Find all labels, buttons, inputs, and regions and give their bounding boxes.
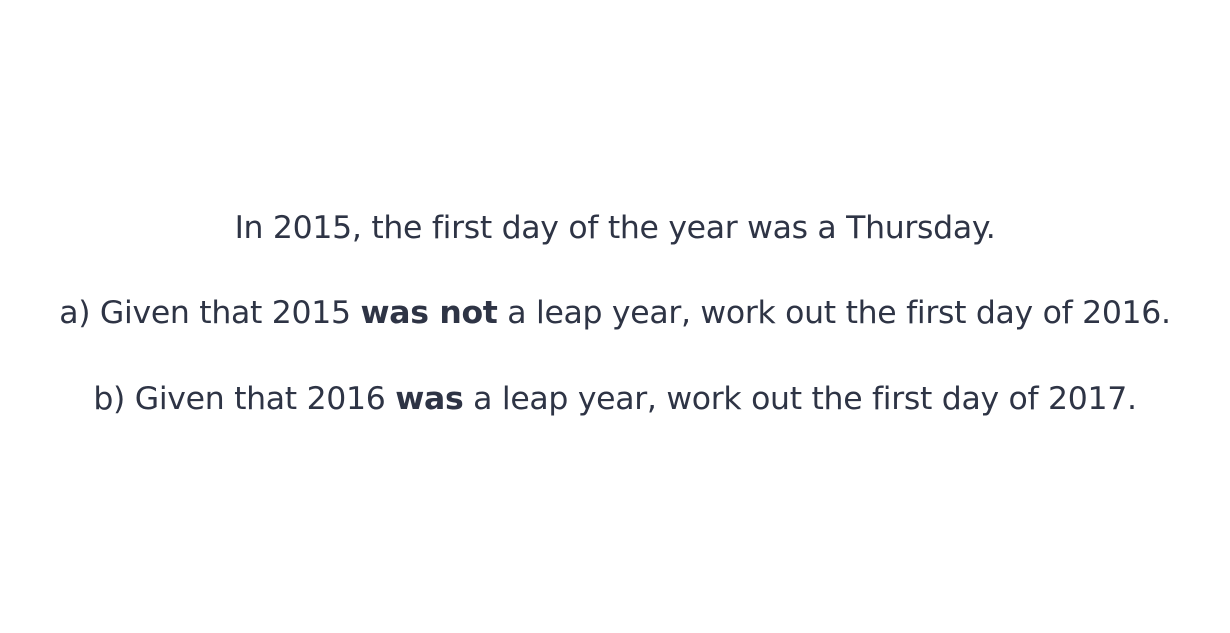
part-b-prefix: b) Given that 2016: [93, 381, 396, 417]
intro-text: In 2015, the first day of the year was a…: [0, 208, 1230, 248]
part-b-suffix: a leap year, work out the first day of 2…: [463, 381, 1137, 417]
part-a-prefix: a) Given that 2015: [59, 295, 361, 331]
part-a-emphasis: was not: [360, 295, 498, 331]
question-part-b: b) Given that 2016 was a leap year, work…: [0, 379, 1230, 419]
part-b-emphasis: was: [395, 381, 464, 417]
intro-sentence: In 2015, the first day of the year was a…: [234, 210, 996, 246]
part-a-suffix: a leap year, work out the first day of 2…: [497, 295, 1171, 331]
question-part-a: a) Given that 2015 was not a leap year, …: [0, 293, 1230, 333]
